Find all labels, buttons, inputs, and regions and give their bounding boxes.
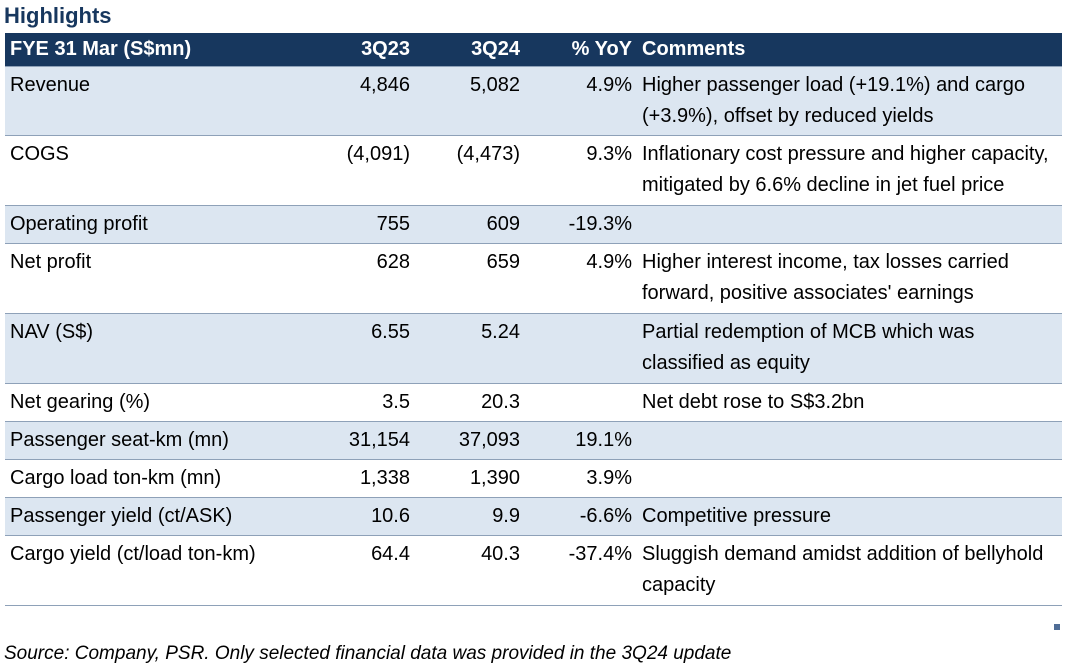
row-3q23: 6.55 — [371, 320, 410, 343]
row-3q24: 1,390 — [469, 466, 520, 489]
row-3q23: 3.5 — [382, 390, 410, 413]
table-row: Revenue 4,846 5,082 4.9% Higher passenge… — [5, 66, 1062, 135]
row-3q24: 9.9 — [492, 504, 520, 527]
row-yoy: 4.9% — [586, 73, 632, 96]
row-3q23: (4,091) — [346, 142, 410, 165]
row-yoy: -19.3% — [568, 212, 632, 235]
table-row: COGS (4,091) (4,473) 9.3% Inflationary c… — [5, 135, 1062, 205]
header-yoy: % YoY — [571, 37, 632, 60]
row-item: NAV (S$) — [10, 320, 93, 343]
row-yoy: 19.1% — [575, 428, 632, 451]
table-row: Net profit 628 659 4.9% Higher interest … — [5, 243, 1062, 313]
table-row: NAV (S$) 6.55 5.24 Partial redemption of… — [5, 313, 1062, 383]
row-comment: Net debt rose to S$3.2bn — [642, 390, 865, 413]
row-3q23: 64.4 — [371, 542, 410, 565]
row-comment: Partial redemption of MCB which was clas… — [642, 320, 975, 374]
row-3q23: 1,338 — [359, 466, 410, 489]
row-comment: Higher passenger load (+19.1%) and cargo… — [642, 73, 1026, 127]
row-3q24: (4,473) — [456, 142, 520, 165]
row-comment — [637, 459, 1062, 497]
row-yoy: -6.6% — [579, 504, 632, 527]
row-item: Net profit — [10, 250, 92, 273]
table-row: Net gearing (%) 3.5 20.3 Net debt rose t… — [5, 383, 1062, 421]
row-3q24: 659 — [486, 250, 520, 273]
table-row: Operating profit 755 609 -19.3% — [5, 205, 1062, 243]
row-comment: Competitive pressure — [642, 504, 831, 527]
table-body: Revenue 4,846 5,082 4.9% Higher passenge… — [5, 66, 1062, 605]
row-item: Passenger seat-km (mn) — [10, 428, 229, 451]
table-row: Cargo load ton-km (mn) 1,338 1,390 3.9% — [5, 459, 1062, 497]
header-item: FYE 31 Mar (S$mn) — [10, 37, 192, 60]
row-comment — [637, 205, 1062, 243]
page-title: Highlights — [4, 3, 112, 28]
row-item: COGS — [10, 142, 69, 165]
header-3q24: 3Q24 — [471, 37, 520, 60]
row-yoy: 3.9% — [586, 466, 632, 489]
source-note: Source: Company, PSR. Only selected fina… — [4, 643, 732, 664]
table-row: Cargo yield (ct/load ton-km) 64.4 40.3 -… — [5, 535, 1062, 605]
row-3q24: 40.3 — [481, 542, 520, 565]
row-comment: Higher interest income, tax losses carri… — [642, 250, 1009, 304]
row-item: Revenue — [10, 73, 91, 96]
row-3q23: 755 — [376, 212, 410, 235]
row-yoy: 4.9% — [586, 250, 632, 273]
row-item: Passenger yield (ct/ASK) — [10, 504, 233, 527]
resize-corner-mark — [1054, 624, 1060, 630]
row-3q24: 20.3 — [481, 390, 520, 413]
row-3q24: 5,082 — [469, 73, 520, 96]
row-item: Net gearing (%) — [10, 390, 151, 413]
row-yoy: 9.3% — [586, 142, 632, 165]
row-item: Operating profit — [10, 212, 148, 235]
table-row: Passenger seat-km (mn) 31,154 37,093 19.… — [5, 421, 1062, 459]
row-3q23: 628 — [376, 250, 410, 273]
row-yoy — [525, 383, 637, 421]
header-comments: Comments — [642, 37, 746, 60]
highlights-table-container: FYE 31 Mar (S$mn) 3Q23 3Q24 % YoY Commen… — [5, 33, 1062, 630]
row-3q23: 31,154 — [348, 428, 410, 451]
row-item: Cargo yield (ct/load ton-km) — [10, 542, 256, 565]
row-3q24: 5.24 — [481, 320, 520, 343]
row-3q23: 10.6 — [371, 504, 410, 527]
highlights-table: FYE 31 Mar (S$mn) 3Q23 3Q24 % YoY Commen… — [5, 33, 1062, 606]
table-header: FYE 31 Mar (S$mn) 3Q23 3Q24 % YoY Commen… — [5, 33, 1062, 66]
row-comment — [637, 421, 1062, 459]
header-row: FYE 31 Mar (S$mn) 3Q23 3Q24 % YoY Commen… — [5, 33, 1062, 66]
row-3q24: 37,093 — [458, 428, 520, 451]
row-3q23: 4,846 — [359, 73, 410, 96]
row-yoy — [525, 313, 637, 383]
row-3q24: 609 — [486, 212, 520, 235]
row-yoy: -37.4% — [568, 542, 632, 565]
table-row: Passenger yield (ct/ASK) 10.6 9.9 -6.6% … — [5, 497, 1062, 535]
row-comment: Sluggish demand amidst addition of belly… — [642, 542, 1044, 596]
row-comment: Inflationary cost pressure and higher ca… — [642, 142, 1049, 196]
header-3q23: 3Q23 — [361, 37, 410, 60]
row-item: Cargo load ton-km (mn) — [10, 466, 222, 489]
